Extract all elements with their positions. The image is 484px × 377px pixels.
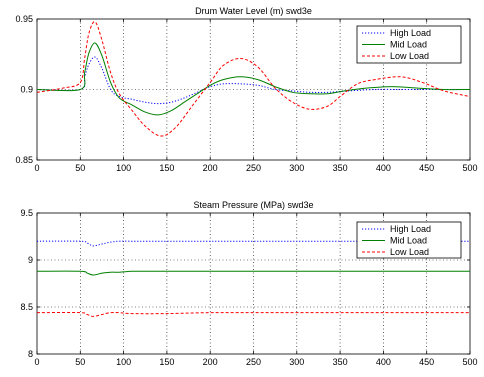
x-tick-label: 0 bbox=[34, 357, 39, 367]
y-tick-label: 9.5 bbox=[20, 208, 33, 218]
chart-panel-1: Drum Water Level (m) swd3e 0 50 100 150 200 25… bbox=[15, 6, 477, 173]
x-tick-label: 400 bbox=[376, 163, 391, 173]
legend-label: High Load bbox=[390, 28, 431, 38]
chart-title: Steam Pressure (MPa) swd3e bbox=[193, 200, 313, 210]
x-tick-label: 350 bbox=[333, 163, 348, 173]
x-tick-label: 100 bbox=[116, 357, 131, 367]
x-tick-label: 500 bbox=[462, 163, 477, 173]
x-tick-label: 450 bbox=[419, 163, 434, 173]
y-tick-label: 0.9 bbox=[20, 85, 33, 95]
x-tick-label: 250 bbox=[246, 163, 261, 173]
legend-label: Mid Load bbox=[390, 236, 427, 246]
chart-panel-2: Steam Pressure (MPa) swd3e 0 50 100 150 200 25… bbox=[20, 200, 477, 367]
x-tick-label: 150 bbox=[159, 357, 174, 367]
legend-label: Low Load bbox=[390, 247, 429, 257]
x-tick-label: 200 bbox=[203, 163, 218, 173]
y-tick-label: 0.95 bbox=[15, 14, 33, 24]
x-tick-label: 350 bbox=[333, 357, 348, 367]
x-tick-label: 300 bbox=[289, 357, 304, 367]
x-tick-label: 50 bbox=[75, 357, 85, 367]
x-tick-label: 250 bbox=[246, 357, 261, 367]
y-tick-label: 0.85 bbox=[15, 155, 33, 165]
x-tick-label: 400 bbox=[376, 357, 391, 367]
x-tick-label: 0 bbox=[34, 163, 39, 173]
y-tick-label: 8 bbox=[28, 349, 33, 359]
x-tick-label: 500 bbox=[462, 357, 477, 367]
legend-label: Low Load bbox=[390, 51, 429, 61]
x-tick-label: 50 bbox=[75, 163, 85, 173]
legend-label: High Load bbox=[390, 224, 431, 234]
x-tick-label: 200 bbox=[203, 357, 218, 367]
x-tick-label: 300 bbox=[289, 163, 304, 173]
x-tick-label: 100 bbox=[116, 163, 131, 173]
y-tick-label: 8.5 bbox=[20, 302, 33, 312]
x-tick-label: 150 bbox=[159, 163, 174, 173]
x-tick-label: 450 bbox=[419, 357, 434, 367]
legend-label: Mid Load bbox=[390, 40, 427, 50]
chart-title: Drum Water Level (m) swd3e bbox=[195, 6, 312, 16]
y-tick-label: 9 bbox=[28, 255, 33, 265]
